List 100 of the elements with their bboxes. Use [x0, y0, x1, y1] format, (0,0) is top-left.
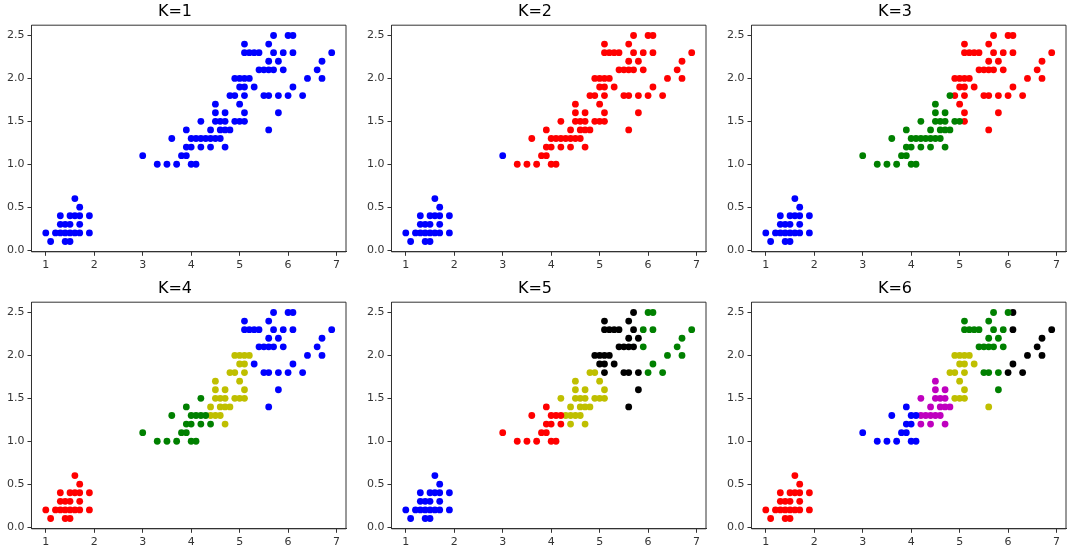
point: [786, 497, 794, 505]
point: [965, 75, 973, 82]
point: [999, 49, 1007, 57]
x-tick-label: 4: [907, 535, 915, 549]
point: [946, 403, 954, 411]
point: [673, 343, 681, 351]
point: [265, 317, 273, 325]
point: [446, 506, 453, 514]
x-tick-label: 5: [236, 258, 244, 272]
point: [1024, 75, 1031, 82]
point: [990, 49, 997, 57]
point: [168, 412, 176, 419]
y-tick-label: 2.5: [6, 305, 25, 319]
y-tick-label: 2.5: [6, 28, 25, 42]
point: [436, 480, 444, 488]
point: [221, 420, 229, 428]
point: [1033, 66, 1041, 74]
point: [999, 66, 1007, 74]
x-tick-label: 7: [693, 258, 701, 272]
point: [806, 229, 813, 237]
point: [431, 472, 439, 479]
point: [1048, 49, 1056, 57]
point: [528, 412, 536, 419]
y-tick-label: 1.5: [726, 391, 745, 405]
y-tick-label: 0.0: [726, 242, 745, 256]
point: [572, 386, 579, 394]
point: [932, 100, 939, 108]
point: [71, 472, 79, 479]
point: [664, 352, 671, 359]
y-tick-label: 2.0: [6, 71, 25, 85]
point: [241, 317, 248, 325]
point: [431, 195, 439, 202]
point: [956, 377, 964, 385]
point: [995, 334, 1002, 342]
point: [270, 309, 277, 316]
point: [416, 489, 424, 497]
chart-title: K=6: [877, 277, 913, 297]
point: [436, 203, 444, 211]
y-tick-label: 0.5: [366, 477, 385, 491]
point: [139, 429, 147, 437]
point: [985, 40, 993, 48]
y-tick-label: 1.0: [366, 157, 385, 171]
point: [936, 412, 944, 419]
point: [1024, 352, 1031, 359]
point: [202, 412, 210, 419]
x-tick-label: 1: [42, 258, 50, 272]
point: [941, 117, 949, 125]
point: [533, 437, 541, 445]
point: [601, 394, 608, 402]
point: [289, 309, 297, 316]
point: [883, 437, 891, 445]
point: [951, 369, 959, 376]
point: [644, 369, 652, 376]
x-tick-label: 6: [284, 535, 292, 549]
x-tick-label: 6: [284, 258, 292, 272]
point: [318, 352, 326, 359]
point: [153, 437, 161, 445]
chart-title: K=5: [517, 277, 553, 297]
point: [990, 32, 997, 39]
point: [192, 437, 200, 445]
point: [241, 386, 248, 394]
y-tick-label: 0.0: [6, 519, 25, 533]
point: [762, 229, 770, 237]
point: [47, 515, 55, 522]
x-tick-label: 3: [859, 258, 867, 272]
point: [806, 212, 813, 220]
point: [407, 238, 415, 245]
y-tick-label: 0.0: [366, 242, 385, 256]
point: [888, 412, 896, 419]
point: [279, 343, 287, 351]
point: [436, 489, 444, 497]
point: [182, 429, 190, 437]
point: [927, 403, 934, 411]
point: [407, 515, 415, 522]
chart-title: K=3: [877, 0, 913, 20]
y-tick-label: 0.0: [726, 519, 745, 533]
point: [402, 506, 410, 514]
point: [576, 412, 584, 419]
point: [995, 109, 1002, 117]
point: [581, 386, 589, 394]
x-tick-label: 4: [187, 258, 195, 272]
point: [990, 66, 997, 74]
x-tick-label: 1: [762, 535, 770, 549]
point: [1009, 83, 1017, 91]
point: [1004, 369, 1012, 376]
x-tick-label: 5: [956, 258, 964, 272]
point: [542, 429, 550, 437]
x-tick-label: 1: [762, 258, 770, 272]
point: [941, 109, 949, 117]
point: [275, 369, 282, 376]
point: [557, 412, 565, 419]
point: [970, 83, 978, 91]
point: [639, 326, 647, 334]
point: [630, 326, 637, 334]
point: [86, 489, 93, 497]
point: [1009, 49, 1017, 57]
point: [265, 334, 273, 342]
point: [941, 386, 949, 394]
point: [975, 49, 983, 57]
x-tick-label: 7: [693, 535, 701, 549]
